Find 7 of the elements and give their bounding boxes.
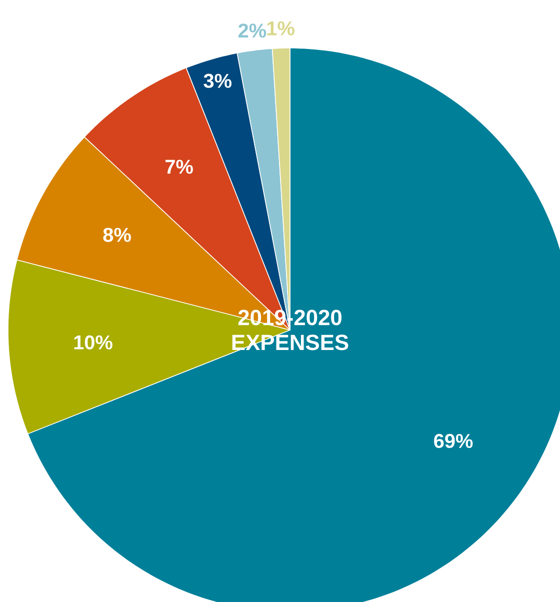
data-label: 7% [166,160,193,174]
data-label: 10% [74,335,112,350]
data-label: 1% [267,21,294,36]
data-label: 2% [238,24,266,38]
data-label: 3% [204,74,232,88]
data-label: 8% [103,228,131,242]
data-label: 69% [434,434,473,448]
